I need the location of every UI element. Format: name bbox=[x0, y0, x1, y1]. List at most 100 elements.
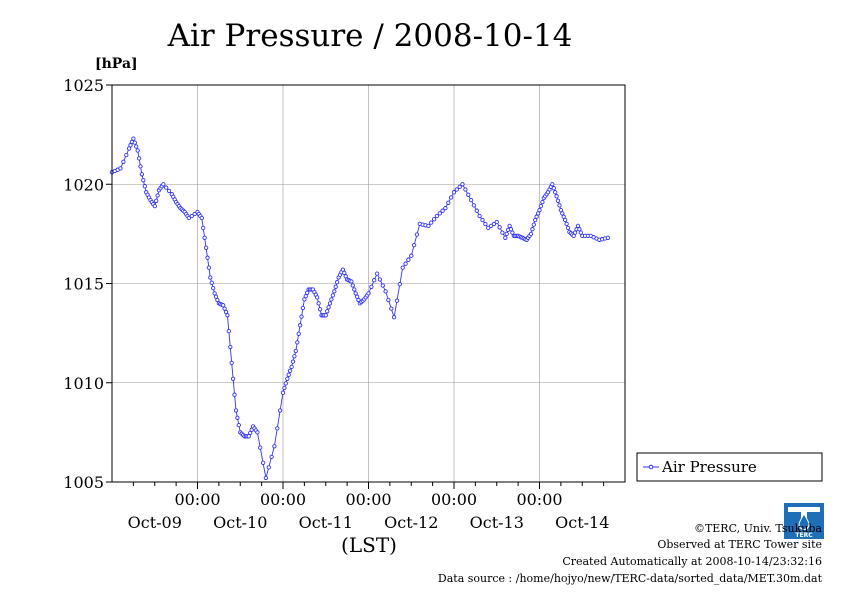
data-point-sample bbox=[142, 184, 147, 189]
data-point bbox=[562, 217, 568, 223]
data-point-sample bbox=[164, 185, 169, 190]
data-point bbox=[152, 203, 157, 209]
data-point-sample bbox=[431, 217, 437, 222]
data-point-sample bbox=[266, 465, 271, 470]
data-point bbox=[280, 390, 286, 395]
data-point-sample bbox=[540, 199, 545, 205]
data-point bbox=[263, 475, 269, 481]
data-point bbox=[550, 182, 555, 187]
data-point-sample bbox=[124, 152, 129, 158]
data-point-sample bbox=[330, 293, 336, 298]
data-point-sample bbox=[377, 277, 383, 282]
chart-title: Air Pressure / 2008-10-14 bbox=[167, 18, 573, 54]
data-point-sample bbox=[565, 225, 571, 231]
data-point-sample bbox=[557, 203, 562, 208]
data-point bbox=[285, 376, 290, 381]
axis-ticks: 1005 1010 1015 1020 1025 00:00 00:00 00:00 00:00… bbox=[63, 76, 609, 532]
data-point-sample bbox=[334, 280, 340, 285]
data-point-sample bbox=[299, 314, 304, 319]
logo-drop-shape bbox=[798, 513, 810, 530]
data-point bbox=[289, 364, 294, 370]
data-point-sample bbox=[292, 354, 297, 359]
data-point-sample bbox=[201, 225, 206, 231]
data-point-sample bbox=[531, 222, 536, 227]
data-point-sample bbox=[205, 255, 210, 260]
data-point-sample bbox=[429, 220, 434, 225]
data-point-sample bbox=[166, 188, 172, 194]
data-point-sample bbox=[300, 305, 306, 311]
data-point-sample bbox=[448, 195, 454, 200]
data-point-sample bbox=[333, 284, 338, 289]
credit-observed: Observed at TERC Tower site bbox=[657, 538, 822, 551]
data-point-sample bbox=[504, 231, 509, 237]
data-point-sample bbox=[372, 278, 377, 283]
data-point bbox=[528, 231, 534, 237]
data-point-sample bbox=[474, 208, 479, 213]
data-point bbox=[486, 225, 491, 231]
data-point-sample bbox=[530, 227, 535, 232]
data-point bbox=[233, 408, 239, 413]
data-point bbox=[409, 253, 414, 258]
data-point-sample bbox=[440, 208, 445, 213]
data-point bbox=[503, 235, 508, 240]
x-date-tick-label: Oct-13 bbox=[470, 513, 524, 532]
data-point-sample bbox=[488, 223, 494, 229]
x-time-tick-label: 00:00 bbox=[174, 490, 220, 509]
data-point-sample bbox=[189, 213, 194, 219]
data-point bbox=[400, 265, 405, 270]
data-point-sample bbox=[235, 415, 240, 420]
data-point bbox=[255, 430, 260, 435]
data-point-sample bbox=[466, 192, 471, 197]
data-point-sample bbox=[414, 232, 420, 237]
data-point-sample bbox=[230, 376, 236, 381]
data-point-sample bbox=[260, 460, 266, 465]
data-point-sample bbox=[437, 211, 442, 216]
data-point-sample bbox=[215, 297, 220, 303]
data-point-sample bbox=[326, 305, 331, 310]
data-point-sample bbox=[491, 221, 497, 227]
data-point bbox=[161, 182, 166, 187]
x-date-tick-label: Oct-11 bbox=[299, 513, 353, 532]
data-point-sample bbox=[192, 211, 197, 217]
data-point bbox=[229, 360, 234, 366]
data-point bbox=[391, 315, 397, 320]
data-point bbox=[135, 148, 140, 153]
data-point-sample bbox=[446, 200, 451, 205]
data-point-sample bbox=[386, 297, 391, 303]
data-point-sample bbox=[248, 430, 253, 436]
data-point bbox=[293, 348, 298, 354]
data-point-sample bbox=[454, 187, 459, 192]
data-point bbox=[332, 289, 337, 294]
data-point-sample bbox=[389, 306, 394, 311]
data-point-sample bbox=[356, 297, 361, 303]
series-layer bbox=[109, 136, 611, 481]
data-point-sample bbox=[538, 203, 544, 209]
data-point bbox=[460, 182, 465, 187]
data-point-sample bbox=[269, 454, 274, 460]
data-point-sample bbox=[222, 306, 227, 311]
data-point-sample bbox=[380, 283, 385, 288]
data-point bbox=[605, 235, 611, 240]
data-point-sample bbox=[564, 221, 569, 227]
legend: Air Pressure bbox=[636, 452, 823, 482]
x-time-tick-label: 00:00 bbox=[431, 490, 477, 509]
x-date-tick-label: Oct-10 bbox=[213, 513, 267, 532]
data-point bbox=[443, 205, 448, 211]
data-point-sample bbox=[258, 445, 263, 450]
data-point-sample bbox=[286, 372, 291, 377]
data-point bbox=[199, 215, 204, 221]
data-point-sample bbox=[155, 193, 160, 198]
y-tick-label: 1025 bbox=[63, 76, 104, 95]
data-point-sample bbox=[277, 408, 283, 413]
series-line-air-pressure bbox=[111, 137, 609, 479]
data-point bbox=[477, 213, 482, 219]
data-point-sample bbox=[290, 359, 296, 364]
data-point-sample bbox=[480, 217, 485, 223]
y-tick-label: 1015 bbox=[63, 275, 104, 294]
data-point-sample bbox=[534, 214, 539, 219]
x-date-tick-label: Oct-14 bbox=[555, 513, 609, 532]
data-point-sample bbox=[406, 257, 411, 262]
data-point-sample bbox=[316, 301, 321, 306]
data-point-sample bbox=[287, 368, 293, 373]
data-point-sample bbox=[508, 227, 514, 232]
